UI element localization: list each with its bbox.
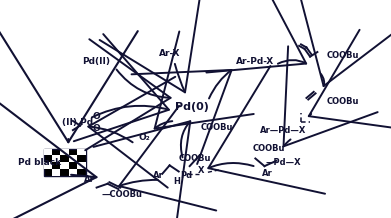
- Bar: [44, 148, 86, 176]
- Bar: [52, 155, 61, 162]
- Text: —Pd—X: —Pd—X: [266, 158, 301, 167]
- Text: Pd(II): Pd(II): [83, 57, 111, 66]
- Text: COOBu: COOBu: [201, 123, 233, 132]
- Text: Ar-Pd-X: Ar-Pd-X: [236, 57, 274, 66]
- Text: Pd black: Pd black: [18, 158, 61, 167]
- Bar: [52, 169, 61, 176]
- Bar: [61, 162, 69, 169]
- Text: Pd(0): Pd(0): [174, 102, 208, 112]
- Bar: [77, 148, 86, 155]
- Text: H: H: [174, 177, 180, 186]
- Text: COOBu: COOBu: [326, 97, 359, 106]
- Bar: [44, 148, 52, 155]
- Text: O: O: [93, 112, 100, 121]
- Text: Ar: Ar: [84, 175, 95, 184]
- Bar: [69, 155, 77, 162]
- Text: COOBu: COOBu: [253, 144, 285, 153]
- Text: Ar-X: Ar-X: [159, 49, 180, 58]
- Text: COOBu: COOBu: [179, 154, 212, 163]
- Text: COOBu: COOBu: [326, 51, 359, 60]
- Text: —COOBu: —COOBu: [101, 190, 142, 199]
- Bar: [69, 169, 77, 176]
- Text: O₂: O₂: [138, 133, 150, 142]
- Bar: [44, 162, 52, 169]
- Text: Ar: Ar: [262, 169, 273, 177]
- Bar: [61, 148, 69, 155]
- Bar: [77, 162, 86, 169]
- Text: (II) Pd: (II) Pd: [62, 118, 93, 127]
- Text: Ar—Pd—X: Ar—Pd—X: [260, 126, 306, 135]
- Text: O: O: [93, 124, 100, 133]
- Text: Pd: Pd: [180, 171, 192, 180]
- Text: X: X: [197, 166, 204, 175]
- Text: Ar: Ar: [153, 171, 164, 180]
